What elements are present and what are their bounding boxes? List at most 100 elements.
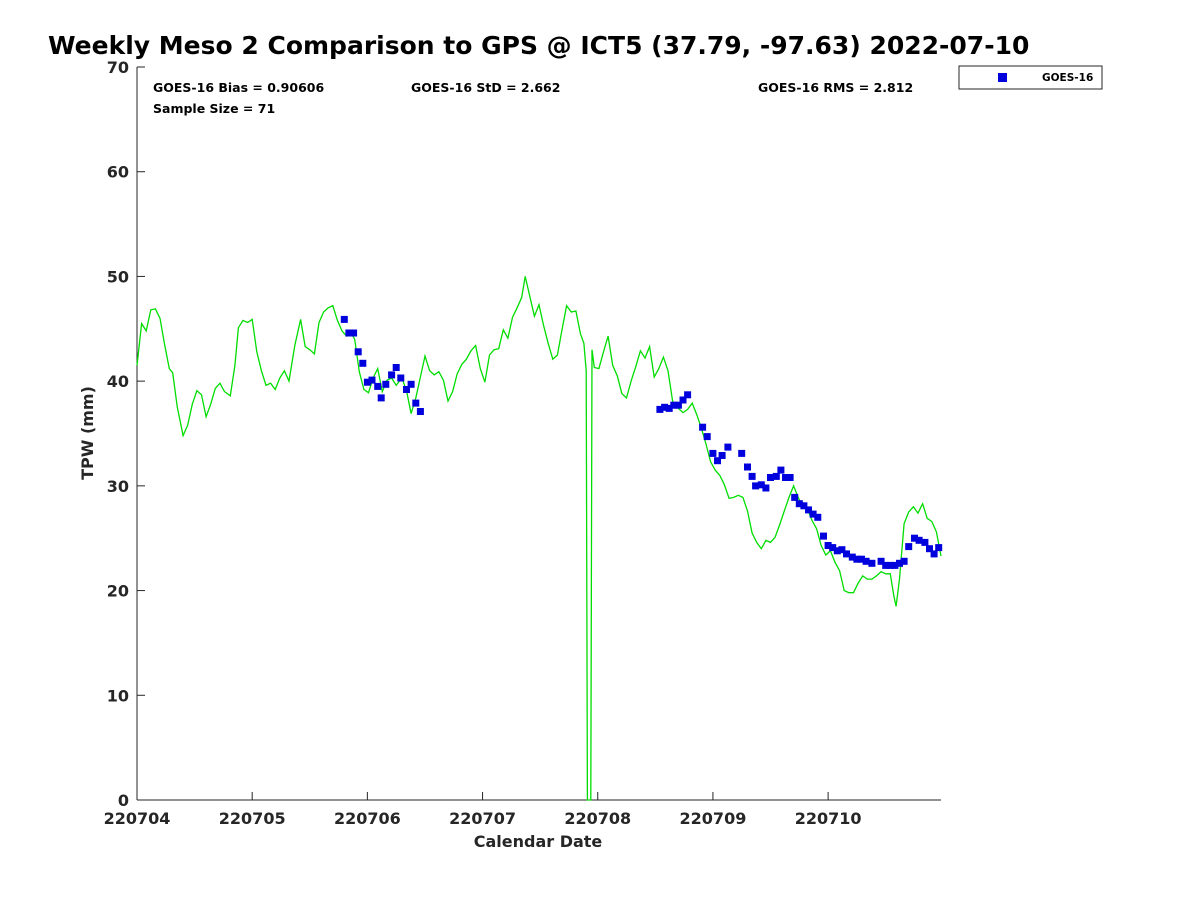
goes16-point (368, 376, 376, 384)
goes16-point (935, 544, 943, 552)
y-tick-label: 60 (107, 163, 129, 182)
goes16-point (911, 534, 918, 542)
y-axis-label: TPW (mm) (78, 386, 97, 480)
x-tick-label: 220709 (680, 809, 747, 828)
x-tick-label: 220705 (219, 809, 286, 828)
y-tick-label: 0 (118, 791, 129, 810)
goes16-point (752, 482, 760, 490)
goes16-point (392, 364, 400, 371)
goes16-point (709, 449, 717, 457)
goes16-point (767, 474, 774, 481)
goes16-point (905, 543, 913, 551)
goes16-point (403, 386, 410, 393)
goes16-point (915, 536, 923, 544)
goes16-point (791, 493, 799, 501)
goes16-point (782, 474, 789, 481)
goes16-point (757, 481, 765, 489)
goes16-point (388, 371, 396, 379)
goes16-point (795, 500, 803, 508)
legend-box (958, 65, 1103, 90)
goes16-point (838, 546, 846, 554)
x-tick-label: 220710 (795, 809, 862, 828)
goes16-point (891, 561, 899, 569)
goes16-point (814, 513, 822, 521)
series-layer (136, 276, 943, 801)
goes16-point (805, 506, 812, 514)
goes16-point (714, 457, 721, 465)
goes16-point (724, 443, 732, 451)
goes16-point (926, 545, 933, 553)
stat-sample-size: Sample Size = 71 (153, 101, 275, 116)
x-ticks: 220704 220705 220706 220707 220708 220709 2207… (104, 792, 862, 828)
stat-rms: GOES-16 RMS = 2.812 (758, 80, 913, 95)
goes16-point (661, 403, 669, 411)
goes16-point (359, 359, 367, 367)
goes16-point (853, 555, 861, 563)
legend-marker-goes16 (998, 73, 1007, 82)
legend-label-goes16: GOES-16 (1042, 72, 1093, 84)
goes16-point (665, 404, 673, 412)
goes16-point (896, 559, 903, 567)
goes16-point (800, 502, 808, 510)
goes16-point (877, 557, 885, 565)
y-tick-label: 30 (107, 477, 129, 496)
goes16-point (340, 315, 348, 323)
goes16-point (777, 466, 785, 474)
goes16-point (824, 542, 832, 549)
x-tick-label: 220706 (334, 809, 401, 828)
goes16-point (748, 472, 756, 480)
goes16-point (674, 401, 682, 409)
goes16-point (350, 329, 358, 337)
goes16-point (382, 380, 390, 388)
goes16-point (374, 382, 382, 390)
goes16-point (886, 561, 894, 569)
y-ticks: 0 10 20 30 40 50 60 70 (107, 58, 145, 810)
y-tick-label: 40 (107, 372, 129, 391)
goes16-point (718, 452, 726, 459)
legend: GOES-16 (958, 65, 1103, 90)
goes16-point (930, 550, 938, 558)
chart-title: Weekly Meso 2 Comparison to GPS @ ICT5 (… (48, 31, 1029, 60)
x-tick-label: 220704 (104, 809, 171, 828)
goes16-point (703, 433, 711, 441)
goes16-point (363, 378, 371, 386)
y-tick-label: 50 (107, 267, 129, 286)
y-tick-label: 20 (107, 582, 129, 601)
goes16-point (738, 449, 746, 457)
goes16-point (820, 532, 827, 540)
goes16-point (862, 557, 870, 565)
plot-area: 220704 220705 220706 220707 220708 220709 2207… (104, 58, 943, 828)
goes16-point (679, 396, 687, 404)
goes16-point (377, 394, 385, 402)
goes16-point (829, 544, 837, 552)
goes16-point (843, 550, 850, 558)
goes16-point (921, 538, 929, 546)
goes16-point (416, 408, 424, 415)
goes16-point (699, 423, 707, 431)
goes16-point (833, 547, 841, 555)
stat-std: GOES-16 StD = 2.662 (411, 80, 560, 95)
goes16-point (868, 559, 876, 567)
goes16-point (670, 401, 678, 409)
goes16-point (345, 329, 353, 337)
goes16-point (412, 399, 420, 407)
goes16-point (900, 557, 908, 565)
y-tick-label: 10 (107, 686, 129, 705)
goes16-point (354, 348, 362, 356)
x-tick-label: 220707 (449, 809, 516, 828)
x-tick-label: 220708 (564, 809, 631, 828)
goes16-point (656, 405, 664, 413)
stat-bias: GOES-16 Bias = 0.90606 (153, 80, 324, 95)
goes16-point (772, 472, 780, 480)
x-axis-label: Calendar Date (474, 832, 603, 851)
goes16-point (684, 391, 692, 399)
goes16-point (858, 555, 865, 563)
goes16-point (407, 380, 415, 388)
goes16-point (397, 374, 405, 382)
goes16-point (786, 474, 794, 481)
goes16-point (882, 561, 890, 569)
y-tick-label: 70 (107, 58, 129, 77)
goes16-point (762, 484, 770, 492)
goes16-point (848, 553, 856, 561)
